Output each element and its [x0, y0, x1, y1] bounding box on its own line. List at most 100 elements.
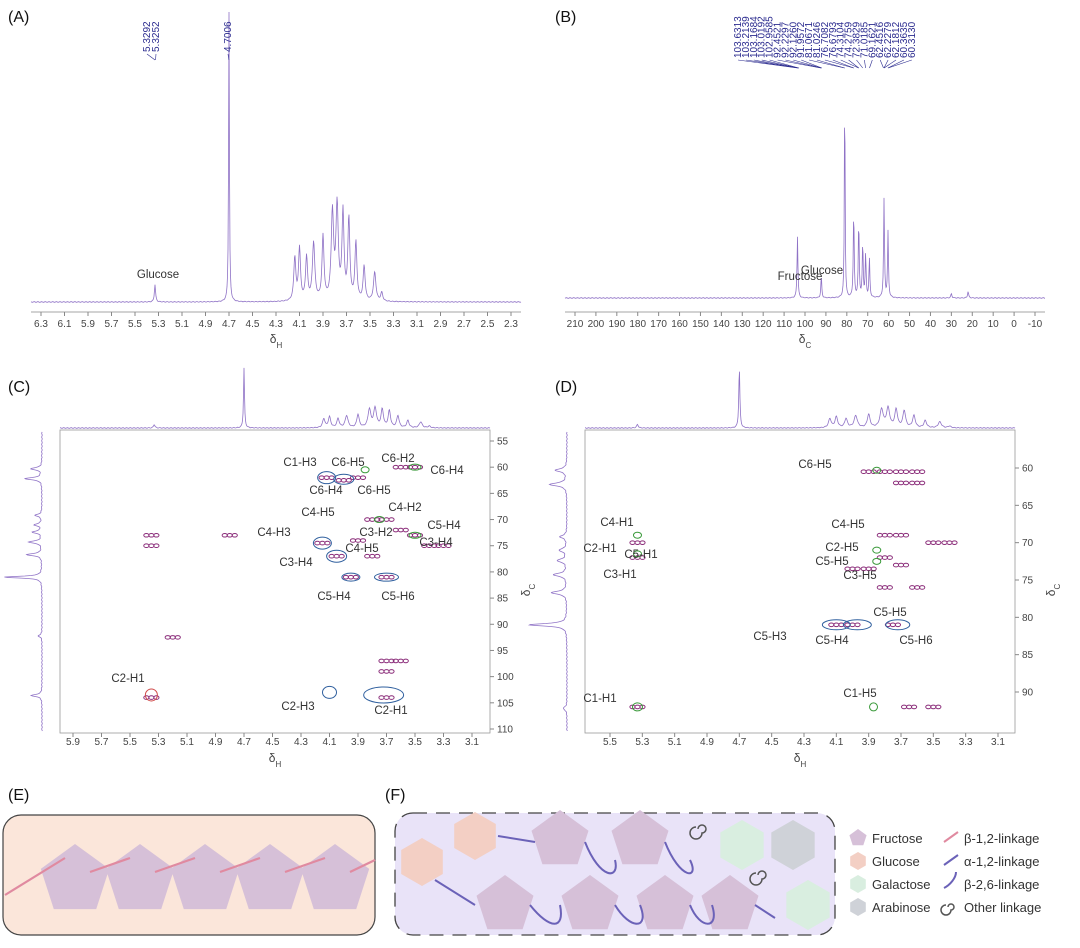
axis-subscript: H	[275, 760, 281, 769]
cross-peak	[902, 480, 910, 486]
x-tick-label: 10	[988, 319, 1000, 330]
legend-label: α-1,2-linkage	[964, 854, 1039, 869]
annotation: C2-H5	[825, 542, 858, 554]
axis-symbol: δ	[519, 589, 533, 596]
annotation: C4-H2	[388, 502, 421, 514]
cross-peak	[416, 464, 424, 470]
cross-peak	[383, 695, 390, 700]
cross-peak	[919, 585, 926, 590]
peak-ring	[363, 686, 405, 704]
cross-peak	[892, 480, 900, 486]
cross-peak	[881, 555, 888, 560]
peak-label: 4.7006	[223, 21, 234, 52]
peak-label: 71.0185	[859, 21, 870, 58]
peak-label: 81.0246	[812, 21, 823, 58]
cross-peak	[143, 532, 150, 538]
legend-swatch	[943, 854, 959, 866]
x-tick-label: 120	[755, 319, 772, 330]
cross-peak	[388, 517, 395, 522]
cross-peak	[892, 532, 900, 538]
x-tick-label: 190	[608, 319, 625, 330]
cross-peak	[854, 622, 861, 628]
x-tick-label: 50	[904, 319, 916, 330]
legend-swatch	[943, 871, 957, 889]
axis-subscript: H	[276, 341, 282, 350]
cross-peak	[431, 543, 438, 549]
annotation: C6-H2	[381, 453, 414, 465]
cross-peak	[388, 658, 395, 664]
x-tick-label: 3.5	[926, 737, 940, 748]
x-tick-label: 4.1	[829, 737, 843, 748]
cross-peak	[340, 477, 347, 483]
axis-label: δC	[1044, 584, 1062, 597]
x-tick-label: 2.7	[457, 319, 471, 330]
cross-peak	[319, 540, 326, 546]
annotation: C1-H3	[283, 457, 316, 469]
peak-connector	[869, 59, 873, 69]
cross-peak	[634, 540, 641, 545]
cross-peak	[870, 469, 877, 475]
peak-connector	[883, 59, 897, 69]
annotation: Glucose	[801, 265, 843, 277]
x-tick-label: 3.1	[410, 319, 424, 330]
peak-connector	[737, 59, 798, 69]
cross-peak	[318, 475, 325, 480]
cross-peak	[148, 532, 155, 538]
peak-label: 91.9572	[796, 21, 807, 58]
annotation: C6-H5	[798, 459, 831, 471]
x-tick-label: 4.5	[266, 737, 280, 748]
peak-label: 62.4516	[875, 21, 886, 58]
axis-subscript: H	[800, 760, 806, 769]
cross-peak	[397, 464, 404, 470]
x-tick-label: 5.9	[66, 737, 80, 748]
peak-connector	[753, 59, 799, 69]
x-tick-label: 3.9	[316, 319, 330, 330]
peak-connector	[816, 59, 845, 69]
peak-connector	[761, 59, 799, 69]
y-tick-label: 60	[1022, 464, 1034, 475]
cross-peak	[935, 540, 942, 545]
cross-peak	[889, 622, 897, 628]
cross-peak	[870, 566, 877, 572]
panel-label: (E)	[8, 787, 29, 804]
cross-peak	[388, 574, 395, 580]
cross-peak	[886, 469, 893, 475]
galactose-ring	[786, 880, 830, 930]
panel-label: (A)	[8, 9, 29, 26]
peak-ring	[842, 619, 872, 631]
axis-subscript: C	[528, 584, 537, 590]
annotation: C3-H4	[419, 537, 453, 549]
x-tick-label: 3.9	[351, 737, 365, 748]
annotation: Fructose	[778, 271, 823, 283]
cross-peak	[378, 695, 385, 700]
cross-peak	[354, 538, 362, 543]
cross-peak	[445, 543, 452, 549]
peak-label: 102.9585	[765, 16, 776, 58]
y-tick-label: 80	[1022, 613, 1034, 624]
axis-subscript: C	[805, 341, 811, 350]
peak-ring	[632, 550, 642, 558]
x-tick-label: 170	[650, 319, 667, 330]
cross-peak	[886, 555, 893, 560]
peak-label: 5.3292	[142, 21, 153, 52]
x-tick-label: 5.1	[180, 737, 194, 748]
cross-peak	[894, 622, 902, 628]
legend-label: Other linkage	[964, 900, 1041, 915]
cross-peak	[153, 532, 160, 538]
cross-peak	[919, 469, 926, 475]
cross-peak	[881, 469, 888, 475]
legend-label: Arabinose	[872, 900, 931, 915]
peak-ring	[872, 546, 882, 554]
peak-label: 103.6313	[733, 16, 744, 58]
cross-peak	[347, 574, 354, 580]
fructose-ring	[531, 810, 589, 865]
x-tick-label: 4.1	[323, 737, 337, 748]
x-tick-label: 3.3	[437, 737, 451, 748]
peak-connector	[832, 59, 854, 69]
peak-label: 92.1260	[788, 21, 799, 58]
legend-label: Glucose	[872, 854, 920, 869]
projection-1h	[584, 371, 1016, 429]
annotation: C5-H1	[624, 549, 657, 561]
cross-peak	[314, 540, 321, 546]
x-tick-label: 150	[692, 319, 709, 330]
